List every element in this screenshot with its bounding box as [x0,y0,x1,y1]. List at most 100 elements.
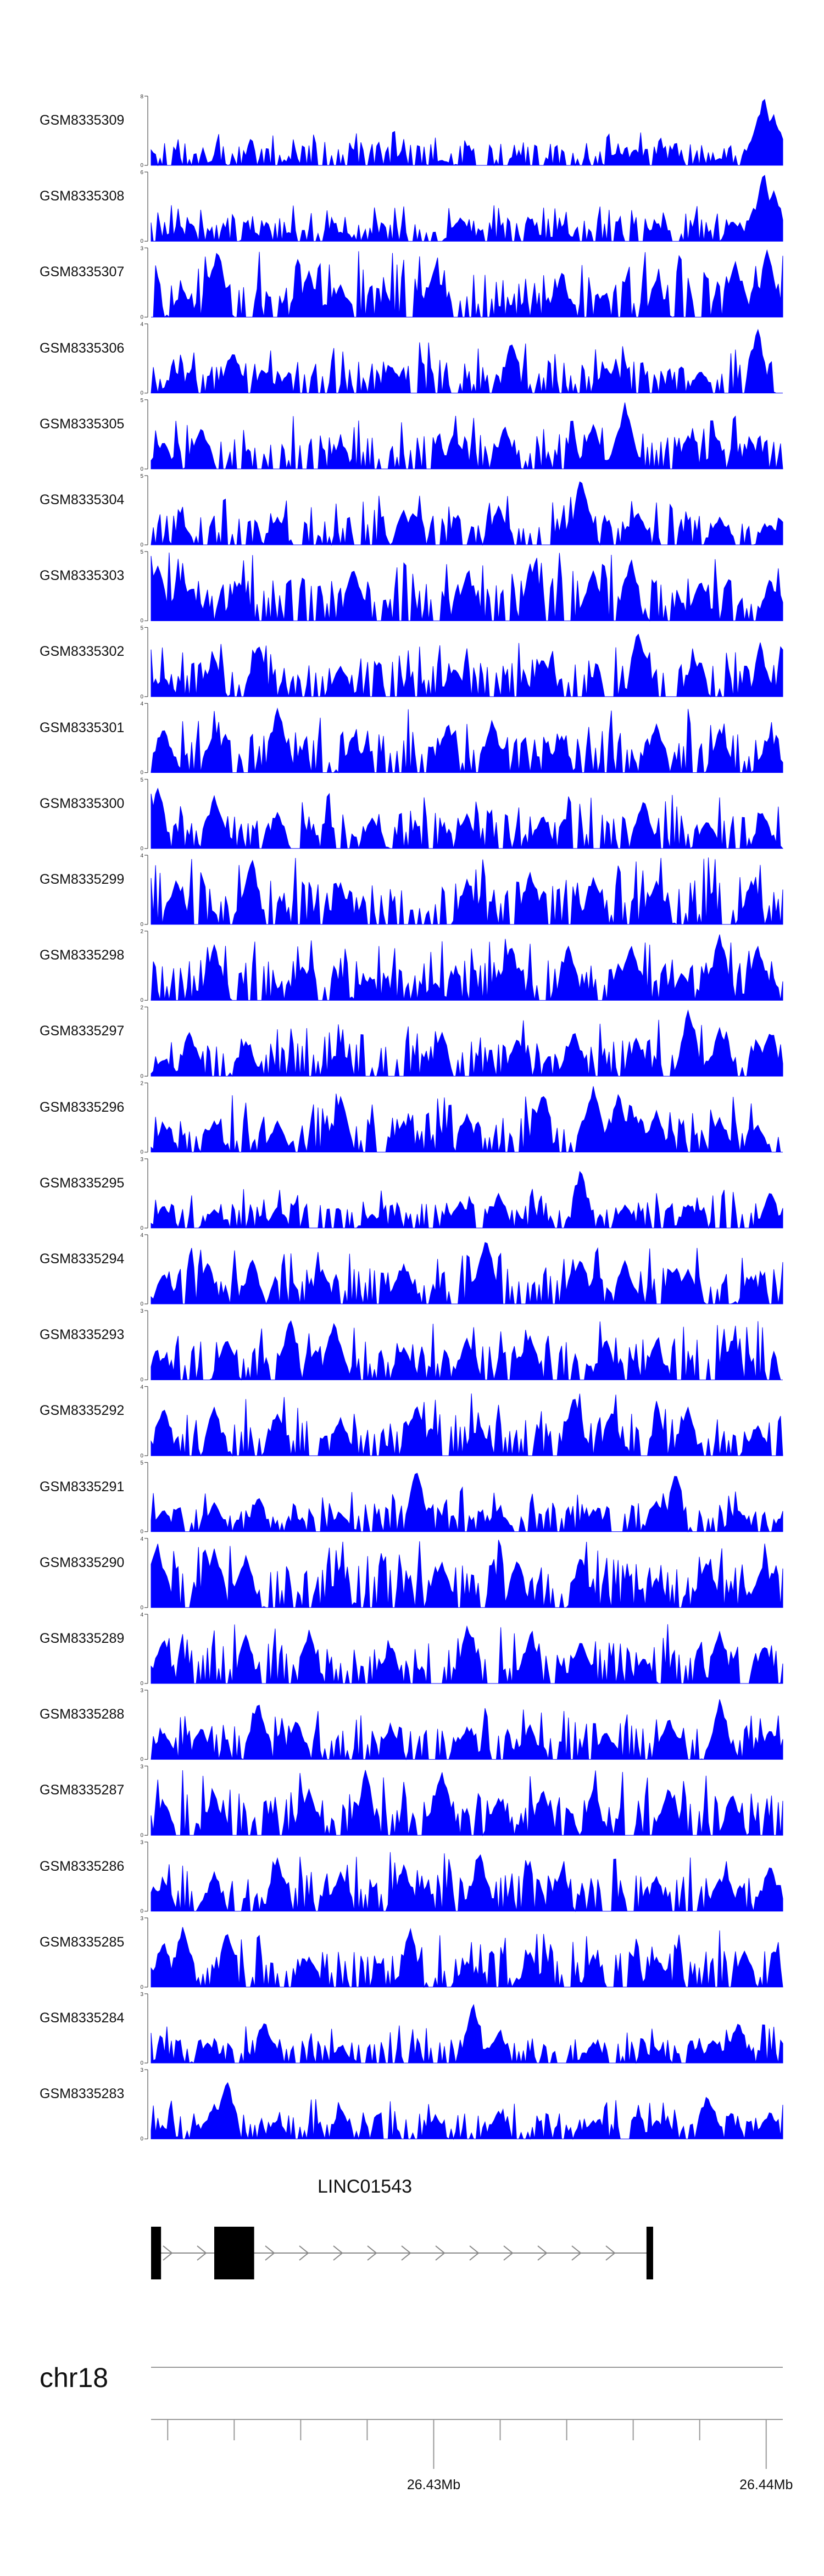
track-label: GSM8335300 [40,795,125,811]
coverage-area [151,1009,783,1077]
track-GSM8335286: 30 [140,1840,783,1915]
y-tick-label-zero: 0 [140,770,143,776]
y-tick-label-max: 4 [140,701,143,707]
track-label: GSM8335284 [40,2010,125,2026]
strand-chevron [571,2245,582,2261]
y-tick-label-zero: 0 [140,238,143,244]
track-label: GSM8335294 [40,1251,125,1267]
y-tick-label-zero: 0 [140,1225,143,1231]
coverage-area [151,857,783,925]
track-GSM8335292: 40 [140,1384,783,1459]
track-label: GSM8335296 [40,1099,125,1115]
y-tick-label-zero: 0 [140,1605,143,1611]
coverage-area [151,2082,783,2140]
y-tick-label-zero: 0 [140,391,143,397]
exon-block [646,2227,653,2279]
track-label: GSM8335304 [40,492,125,508]
coverage-area [151,1393,783,1457]
track-label: GSM8335289 [40,1631,125,1646]
y-tick-label-max: 5 [140,777,143,783]
y-tick-label-zero: 0 [140,163,143,169]
track-label: GSM8335305 [40,416,125,432]
track-GSM8335303: 50 [140,549,783,624]
coverage-area [151,1852,783,1913]
track-GSM8335306: 40 [140,322,783,397]
strand-chevron [537,2245,548,2261]
y-tick-label-max: 3 [140,1992,143,1998]
y-tick-label-max: 3 [140,1688,143,1694]
y-tick-label-max: 3 [140,1840,143,1846]
track-GSM8335297: 20 [140,1005,783,1079]
y-tick-label-zero: 0 [140,1757,143,1763]
y-tick-label-zero: 0 [140,1832,143,1838]
y-tick-label-zero: 0 [140,1150,143,1156]
track-label: GSM8335288 [40,1707,125,1722]
y-tick-label-max: 2 [140,1081,143,1087]
track-label: GSM8335290 [40,1554,125,1570]
exon-block [214,2227,254,2279]
y-tick-label-max: 3 [140,1157,143,1163]
strand-chevron [265,2245,275,2261]
y-tick-label-zero: 0 [140,1909,143,1915]
track-label: GSM8335303 [40,568,125,584]
track-GSM8335291: 50 [140,1460,783,1535]
y-tick-label-max: 5 [140,398,143,404]
coverage-area [151,2004,783,2064]
strand-chevron [435,2245,446,2261]
y-tick-label-max: 3 [140,1764,143,1770]
track-GSM8335289: 40 [140,1612,783,1687]
y-tick-label-zero: 0 [140,846,143,852]
chromosome-label: chr18 [40,2362,109,2393]
y-tick-label-max: 5 [140,625,143,631]
track-GSM8335301: 40 [140,701,783,776]
y-tick-label-zero: 0 [140,694,143,700]
y-tick-label-max: 6 [140,170,143,176]
track-label: GSM8335291 [40,1479,125,1495]
y-tick-label-zero: 0 [140,922,143,928]
track-label: GSM8335302 [40,644,125,660]
exon-block [151,2227,162,2279]
track-GSM8335308: 60 [140,170,783,244]
coverage-area [151,481,783,546]
y-tick-label-max: 2 [140,929,143,935]
coverage-area [151,1624,783,1684]
track-label: GSM8335293 [40,1327,125,1343]
y-tick-label-zero: 0 [140,1301,143,1307]
track-GSM8335288: 30 [140,1688,783,1763]
track-label: GSM8335285 [40,1934,125,1950]
y-tick-label-max: 3 [140,246,143,252]
y-tick-label-max: 4 [140,1612,143,1618]
y-tick-label-max: 4 [140,853,143,859]
track-GSM8335300: 50 [140,777,784,852]
track-GSM8335295: 30 [140,1157,783,1231]
coverage-area [151,1927,783,1988]
y-tick-label-zero: 0 [140,1681,143,1687]
coverage-area [151,1242,783,1305]
coverage-area [151,553,783,622]
track-label: GSM8335298 [40,947,125,963]
track-label: GSM8335301 [40,720,125,735]
track-label: GSM8335307 [40,264,125,280]
strand-chevron [333,2245,343,2261]
track-label: GSM8335309 [40,113,125,128]
y-tick-label-max: 4 [140,1384,143,1390]
y-tick-label-max: 3 [140,1308,143,1314]
strand-chevron [401,2245,411,2261]
gene-name-label: LINC01543 [318,2176,413,2197]
y-tick-label-max: 5 [140,1460,143,1467]
y-tick-label-zero: 0 [140,997,143,1003]
y-tick-label-zero: 0 [140,466,143,472]
track-label: GSM8335286 [40,1858,125,1874]
coverage-area [151,328,783,394]
y-tick-label-max: 4 [140,322,143,328]
strand-chevron [197,2245,207,2261]
y-tick-label-zero: 0 [140,1377,143,1383]
y-tick-label-max: 2 [140,1005,143,1011]
track-GSM8335294: 40 [140,1233,783,1307]
track-GSM8335309: 80 [140,94,783,169]
track-GSM8335296: 20 [140,1081,783,1156]
y-tick-label-max: 3 [140,1916,143,1922]
track-GSM8335285: 30 [140,1916,783,1990]
track-label: GSM8335292 [40,1403,125,1419]
coverage-area [151,1540,783,1608]
